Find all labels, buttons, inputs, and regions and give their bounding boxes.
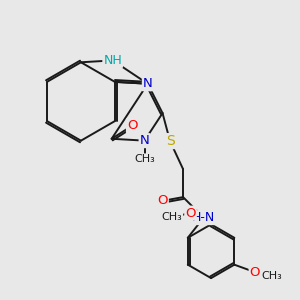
Text: N: N <box>140 134 149 147</box>
Text: O: O <box>157 194 168 207</box>
Text: H-N: H-N <box>192 211 215 224</box>
Text: O: O <box>127 119 137 132</box>
Text: N: N <box>143 77 153 90</box>
Text: O: O <box>185 207 196 220</box>
Text: NH: NH <box>103 54 122 67</box>
Text: CH₃: CH₃ <box>134 154 155 164</box>
Text: S: S <box>166 134 174 148</box>
Text: CH₃: CH₃ <box>261 271 282 281</box>
Text: O: O <box>250 266 260 279</box>
Text: CH₃: CH₃ <box>161 212 182 222</box>
